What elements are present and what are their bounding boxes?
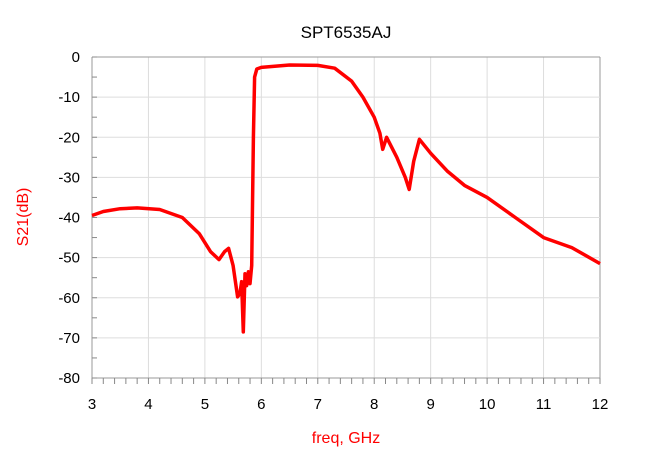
series: [91, 63, 601, 334]
x-tick-label: 4: [144, 396, 152, 413]
x-tick-label: 3: [88, 396, 96, 413]
x-tick-label: 12: [592, 396, 609, 413]
x-tick-label: 6: [257, 396, 265, 413]
y-tick-label: -50: [58, 250, 80, 267]
y-tick-label: -70: [58, 330, 80, 347]
y-tick-label: -40: [58, 210, 80, 227]
y-tick-label: -10: [58, 89, 80, 106]
chart-title: SPT6535AJ: [301, 23, 392, 42]
x-tick-label: 7: [314, 396, 322, 413]
x-tick-label: 9: [426, 396, 434, 413]
x-tick-label: 8: [370, 396, 378, 413]
y-axis-label: S21(dB): [15, 188, 32, 247]
x-tick-label: 11: [536, 396, 552, 413]
y-tick-label: -20: [58, 129, 80, 146]
y-tick-label: -80: [58, 370, 80, 387]
series-line: [91, 63, 601, 334]
axis-ticks: 3 4 5 6 7 8 9 10 11 12 0 -10 -20 -30 -40 -50 -60 -70 -80: [58, 49, 608, 413]
x-tick-label: 10: [479, 396, 496, 413]
grid: [91, 56, 601, 379]
y-tick-label: 0: [72, 49, 80, 66]
x-axis-label: freq, GHz: [312, 430, 380, 447]
x-tick-label: 5: [201, 396, 209, 413]
y-tick-label: -60: [58, 290, 80, 307]
y-tick-label: -30: [58, 169, 80, 186]
